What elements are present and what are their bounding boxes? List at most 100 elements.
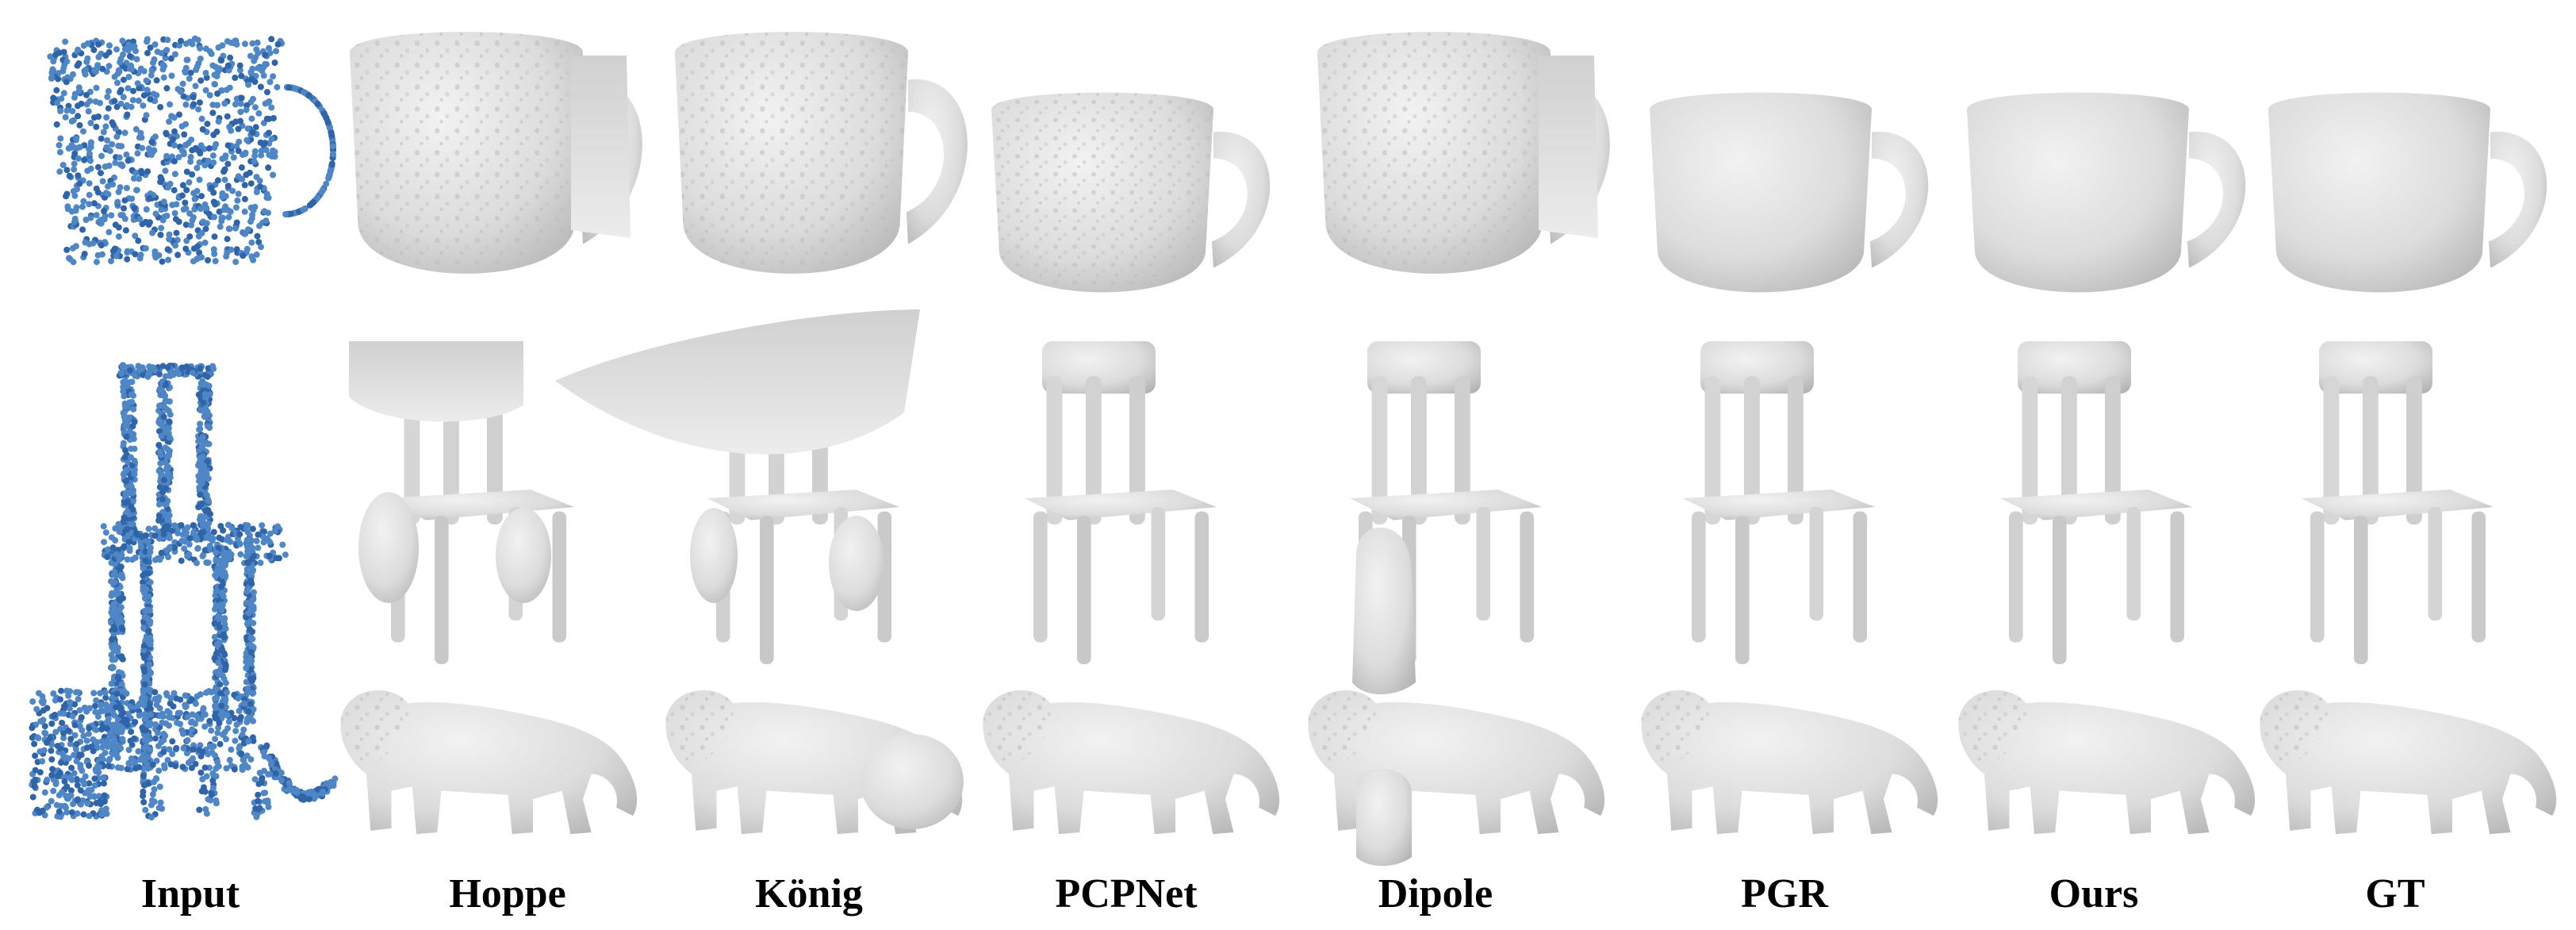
point <box>205 145 213 152</box>
point <box>189 718 196 725</box>
point <box>211 233 218 240</box>
point <box>156 402 163 409</box>
point <box>67 699 74 705</box>
point <box>236 715 243 722</box>
point <box>140 565 147 571</box>
point <box>111 747 118 755</box>
lion-pgr-render <box>1641 690 1938 835</box>
point <box>101 792 108 799</box>
point <box>147 96 154 103</box>
point <box>105 63 113 70</box>
point <box>204 121 211 128</box>
point <box>86 813 93 820</box>
point <box>184 524 191 531</box>
point <box>144 615 151 622</box>
point <box>57 696 63 703</box>
point <box>201 711 208 718</box>
point <box>140 647 148 654</box>
point <box>158 225 165 232</box>
point <box>186 179 193 186</box>
point <box>246 626 253 633</box>
point <box>141 681 148 688</box>
point <box>211 251 218 257</box>
point <box>251 152 259 159</box>
point <box>149 364 156 371</box>
point <box>249 129 256 136</box>
point <box>247 52 254 60</box>
point <box>194 256 200 263</box>
point <box>271 153 278 160</box>
point <box>94 713 102 720</box>
point <box>112 590 119 598</box>
point <box>157 104 164 110</box>
point <box>242 40 248 48</box>
point <box>146 634 153 641</box>
point <box>173 229 180 236</box>
point <box>145 639 152 646</box>
point <box>243 659 250 666</box>
point <box>233 204 240 211</box>
point <box>118 143 125 150</box>
point <box>218 57 225 64</box>
point <box>75 60 82 67</box>
point <box>121 215 128 222</box>
cup-pcpnet-render <box>991 93 1270 293</box>
point <box>178 537 186 544</box>
point <box>104 744 111 750</box>
point <box>150 778 157 786</box>
point <box>268 759 275 767</box>
point <box>214 90 221 97</box>
point <box>104 737 111 744</box>
point <box>160 392 167 399</box>
point <box>148 711 154 718</box>
point <box>211 81 218 87</box>
point <box>102 52 109 59</box>
point <box>128 398 136 405</box>
point <box>59 750 66 757</box>
point <box>167 761 174 768</box>
point <box>114 648 121 655</box>
point <box>145 145 152 152</box>
point <box>224 183 232 190</box>
point <box>142 806 149 813</box>
point <box>200 705 207 712</box>
point <box>29 794 36 801</box>
chair-konig-render <box>555 309 920 664</box>
point <box>324 119 332 126</box>
point <box>164 513 171 521</box>
point <box>197 691 204 698</box>
point <box>67 774 74 781</box>
point <box>71 166 78 173</box>
lion-gt-render <box>2260 690 2557 835</box>
point <box>165 713 172 721</box>
point <box>209 785 217 792</box>
point <box>98 152 105 159</box>
point <box>125 157 132 164</box>
point <box>217 690 224 697</box>
point <box>79 727 86 734</box>
point <box>74 144 81 152</box>
point <box>112 159 119 167</box>
cup-hoppe-render <box>350 32 642 274</box>
point <box>235 125 242 133</box>
point <box>164 246 171 253</box>
point <box>263 61 270 67</box>
point <box>48 74 56 81</box>
point <box>205 535 213 542</box>
cup-pgr-render <box>1650 92 1929 293</box>
point <box>112 221 119 229</box>
point <box>221 100 228 107</box>
point <box>156 713 163 720</box>
point <box>143 112 150 119</box>
point <box>142 548 149 555</box>
point <box>245 609 252 617</box>
point <box>182 199 189 206</box>
point <box>171 114 178 121</box>
point <box>189 726 196 733</box>
point <box>40 747 48 754</box>
point <box>112 537 119 544</box>
point <box>237 551 244 558</box>
point <box>292 85 299 92</box>
point <box>243 599 250 606</box>
point <box>236 67 243 74</box>
